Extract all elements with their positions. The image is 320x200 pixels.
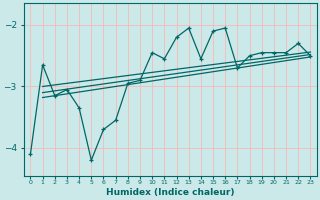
X-axis label: Humidex (Indice chaleur): Humidex (Indice chaleur)	[106, 188, 235, 197]
